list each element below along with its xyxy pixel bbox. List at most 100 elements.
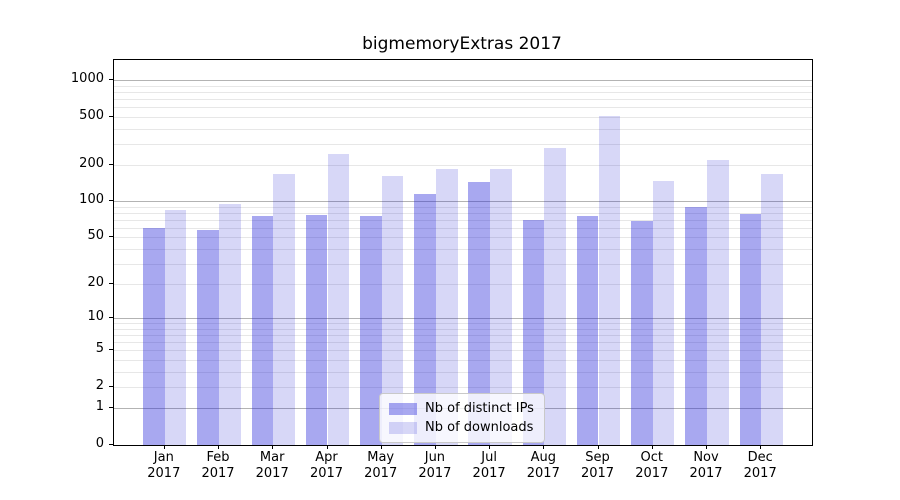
bar-distinct-ips [143,227,165,445]
bar-distinct-ips [360,215,382,445]
bar-downloads [490,169,512,445]
bar-downloads [273,174,295,445]
bar-downloads [598,115,621,445]
y-gridline-minor [114,360,812,361]
legend-row: Nb of downloads [389,420,534,435]
y-gridline-minor [114,342,812,344]
x-tick-label: May 2017 [364,450,398,481]
y-tick-label: 200 [79,156,104,171]
y-gridline-major [114,201,812,203]
y-tick-mark [109,407,113,409]
x-tick-mark [760,445,762,449]
y-gridline-major [114,80,812,82]
bar-distinct-ips [685,206,707,445]
y-gridline-minor [114,387,812,388]
y-gridline-minor [114,107,812,109]
x-tick-label: Aug 2017 [526,450,560,481]
legend-label: Nb of downloads [425,420,534,435]
y-tick-label: 50 [87,228,104,244]
x-tick-mark [489,445,491,449]
y-tick-label: 5 [95,341,104,357]
x-tick-label: Oct 2017 [635,450,669,481]
x-tick-label: Nov 2017 [689,450,723,481]
x-tick-mark [218,445,219,449]
y-gridline-minor [114,92,812,93]
y-tick-mark [109,164,113,165]
x-tick-mark [651,445,653,449]
x-tick-label: Apr 2017 [309,450,344,481]
bar-downloads [435,169,458,445]
y-gridline-minor [114,206,812,208]
y-tick-mark [109,317,113,319]
y-gridline-minor [114,323,812,325]
x-tick-mark [163,445,165,449]
y-tick-label: 500 [79,107,104,123]
y-gridline-minor [114,165,812,166]
y-gridline-minor [114,248,812,250]
y-gridline-minor [114,116,812,118]
y-tick-mark [109,444,113,445]
x-tick-mark [380,445,382,449]
x-tick-mark [272,445,274,449]
bar-distinct-ips [468,181,491,445]
legend-row: Nb of distinct IPs [389,401,534,416]
y-gridline-minor [114,284,812,286]
x-tick-mark [706,445,707,449]
x-tick-label: Jan 2017 [147,450,181,481]
y-gridline-minor [114,213,812,214]
y-tick-label: 0 [95,436,104,451]
y-gridline-minor [114,128,812,130]
y-tick-mark [109,200,113,202]
chart-title: bigmemoryExtras 2017 [362,34,562,54]
bar-distinct-ips [251,216,274,445]
x-tick-label: Mar 2017 [255,450,289,481]
bar-downloads [219,204,241,445]
y-gridline-minor [114,227,812,229]
y-gridline-minor [114,263,812,265]
y-tick-mark [109,115,113,117]
y-tick-label: 100 [79,192,104,208]
bar-distinct-ips [197,229,219,445]
bar-downloads [381,176,404,445]
legend-label: Nb of distinct IPs [425,401,534,416]
legend-swatch-distinct-ips [389,402,417,415]
y-gridline-minor [114,350,812,352]
y-tick-label: 20 [87,275,104,291]
y-gridline-minor [114,99,812,100]
legend-swatch-downloads [389,421,417,434]
y-tick-mark [109,79,113,81]
x-tick-label: Feb 2017 [201,450,235,481]
y-gridline-minor [114,237,812,239]
x-tick-label: Jul 2017 [472,450,506,481]
y-tick-label: 10 [87,309,104,325]
x-tick-mark [434,445,436,449]
x-tick-label: Sep 2017 [580,450,615,481]
y-gridline-minor [114,85,812,87]
bar-distinct-ips [305,215,328,445]
y-tick-mark [109,236,113,238]
bar-distinct-ips [631,220,653,445]
y-tick-label: 2 [95,378,104,393]
y-gridline-minor [114,335,812,337]
y-gridline-major [114,318,812,320]
bar-distinct-ips [522,219,545,445]
y-tick-mark [109,283,113,285]
bar-distinct-ips [576,216,599,445]
bar-downloads [707,159,729,445]
y-tick-label: 1 [95,399,104,415]
plot-area: Nb of distinct IPs Nb of downloads [113,59,813,446]
bar-downloads [652,181,675,445]
x-tick-mark [597,445,599,449]
x-tick-label: Jun 2017 [418,450,452,481]
legend: Nb of distinct IPs Nb of downloads [379,393,545,443]
y-gridline-minor [114,219,812,221]
y-gridline-minor [114,371,812,373]
x-tick-label: Dec 2017 [743,450,777,481]
bar-downloads [761,174,783,445]
y-gridline-minor [114,143,812,145]
y-tick-label: 1000 [70,71,104,87]
bar-distinct-ips [414,193,436,445]
bar-downloads [164,209,187,445]
bar-downloads [327,154,350,445]
